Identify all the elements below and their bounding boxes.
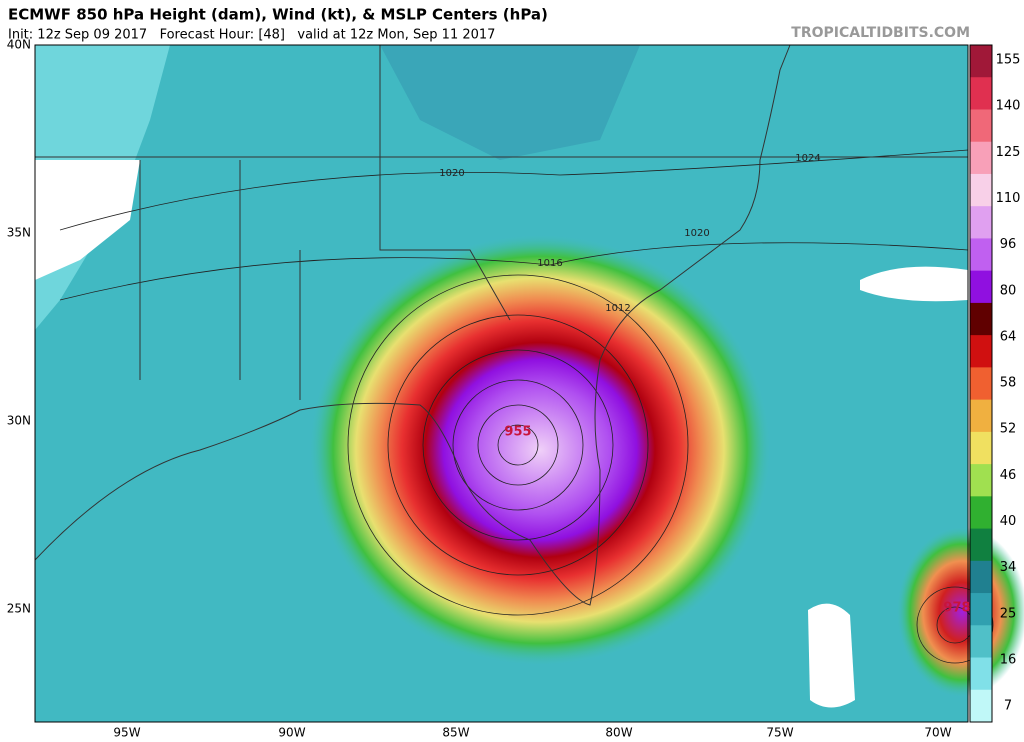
- latitude-label: 40N: [7, 38, 31, 52]
- longitude-label: 75W: [766, 726, 793, 740]
- colorbar: 155 140 125 110 96 80 64 58 52 46 40 34 25 16 7: [969, 44, 1021, 723]
- isobar-label: 1024: [795, 153, 820, 164]
- colorbar-swatch: [970, 45, 992, 78]
- longitude-label: 70W: [924, 726, 951, 740]
- colorbar-frame: [969, 44, 993, 723]
- map-frame: [34, 44, 969, 723]
- colorbar-label: 40: [1000, 514, 1017, 529]
- longitude-label: 90W: [278, 726, 305, 740]
- title: ECMWF 850 hPa Height (dam), Wind (kt), &…: [8, 6, 548, 24]
- colorbar-label: 46: [1000, 468, 1017, 483]
- colorbar-label: 16: [1000, 652, 1017, 667]
- colorbar-swatch: [970, 367, 992, 401]
- colorbar-label: 125: [996, 145, 1021, 160]
- colorbar-swatch: [970, 141, 992, 175]
- brand: TROPICALTIDBITS.COM: [791, 25, 970, 41]
- colorbar-swatch: [970, 560, 992, 594]
- colorbar-swatch: [970, 593, 992, 626]
- colorbar-swatch: [970, 206, 992, 239]
- coastlines: [34, 44, 968, 606]
- latitude-label: 35N: [7, 226, 31, 240]
- colorbar-swatch: [970, 335, 992, 368]
- colorbar-label: 25: [1000, 606, 1017, 621]
- colorbar-swatch: [970, 431, 992, 465]
- isobar-label: 1012: [605, 303, 630, 314]
- colorbar-swatch: [970, 173, 992, 207]
- colorbar-label: 80: [1000, 283, 1017, 298]
- latitude-label: 25N: [7, 602, 31, 616]
- pressure-center: 955: [504, 425, 531, 440]
- moderate-wind-area: [380, 45, 640, 160]
- colorbar-label: 52: [1000, 422, 1017, 437]
- colorbar-label: 110: [996, 191, 1021, 206]
- colorbar-swatch: [970, 464, 992, 497]
- hurricane-wind-field: [310, 235, 770, 665]
- colorbar-swatch: [970, 657, 992, 691]
- colorbar-swatch: [970, 399, 992, 433]
- colorbar-swatch: [970, 238, 992, 272]
- colorbar-swatch: [970, 496, 992, 530]
- calm-area: [35, 160, 140, 280]
- isobar-label: 1020: [684, 228, 709, 239]
- calm-area: [808, 603, 855, 708]
- colorbar-swatch: [970, 689, 992, 723]
- longitude-label: 95W: [113, 726, 140, 740]
- colorbar-label: 96: [1000, 237, 1017, 252]
- colorbar-label: 155: [996, 53, 1021, 68]
- isobar-label: 1016: [537, 258, 562, 269]
- colorbar-label: 34: [1000, 560, 1017, 575]
- colorbar-swatch: [970, 77, 992, 110]
- isobars: [59, 149, 994, 664]
- longitude-label: 80W: [605, 726, 632, 740]
- pressure-center: 978: [943, 601, 970, 616]
- colorbar-swatch: [970, 109, 992, 143]
- latitude-label: 30N: [7, 414, 31, 428]
- colorbar-swatch: [970, 625, 992, 659]
- longitude-label: 85W: [442, 726, 469, 740]
- colorbar-label: 7: [1004, 699, 1012, 714]
- colorbar-label: 58: [1000, 376, 1017, 391]
- isobar-label: 1020: [439, 168, 464, 179]
- colorbar-swatch: [970, 270, 992, 304]
- colorbar-swatch: [970, 528, 992, 562]
- subtitle: Init: 12z Sep 09 2017 Forecast Hour: [48…: [8, 28, 495, 43]
- colorbar-label: 140: [996, 99, 1021, 114]
- colorbar-swatch: [970, 302, 992, 336]
- colorbar-label: 64: [1000, 329, 1017, 344]
- calm-area: [860, 266, 968, 302]
